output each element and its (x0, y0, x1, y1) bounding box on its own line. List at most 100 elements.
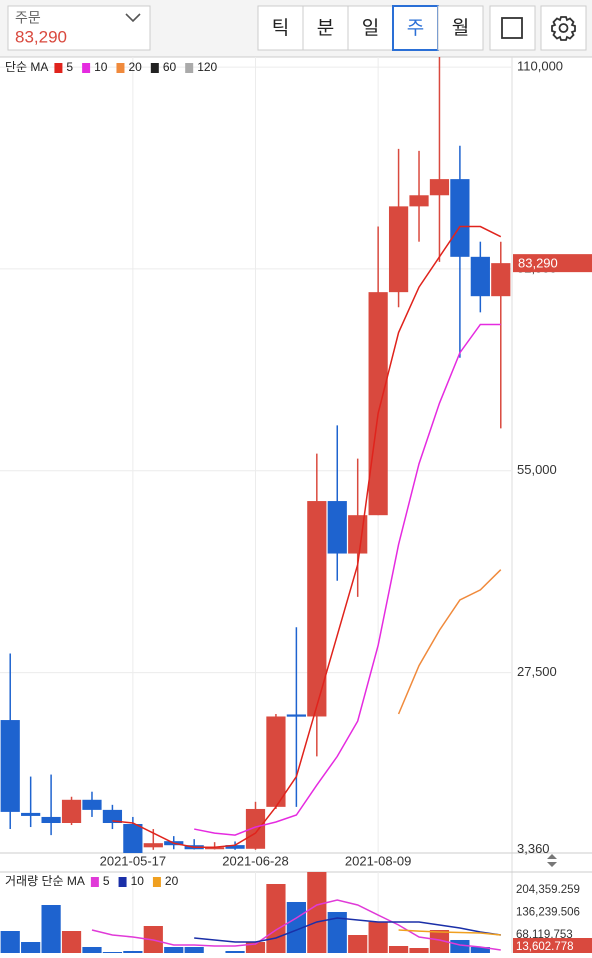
legend-title: 거래량 단순 MA (5, 874, 85, 888)
volume-bar (450, 939, 470, 953)
candle-body (388, 206, 409, 293)
square-icon (501, 17, 523, 39)
order-select[interactable] (7, 5, 151, 51)
x-tick-label: 2021-08-09 (345, 853, 412, 868)
candle-body (205, 847, 225, 850)
layout-button[interactable] (489, 5, 536, 51)
candle-body (0, 720, 20, 812)
gear-icon (551, 16, 576, 41)
candle-body (41, 816, 61, 824)
candle-body (470, 256, 490, 297)
candle-body (143, 843, 163, 848)
legend-swatch (185, 63, 194, 73)
legend-label: 20 (165, 874, 179, 888)
volume-bar (82, 946, 102, 953)
y-tick-label: 3,360 (517, 841, 550, 856)
volume-tag (513, 938, 592, 954)
x-tick-label: 2021-05-17 (100, 853, 167, 868)
legend-swatch (150, 63, 159, 73)
candle-body (61, 799, 82, 824)
order-price: 83,290 (15, 27, 67, 46)
ma-line (194, 323, 501, 836)
volume-bar (225, 950, 245, 953)
ma-line (91, 899, 501, 951)
y-tick-label: 55,000 (517, 462, 557, 477)
legend-swatch (152, 877, 161, 887)
period-tab-label: 틱 (272, 17, 289, 39)
candle-body (450, 179, 470, 257)
candle-body (266, 716, 286, 807)
candle-body (348, 515, 368, 554)
candle-body (245, 808, 266, 849)
price-tag-label: 83,290 (518, 256, 558, 271)
volume-plot (0, 872, 501, 953)
order-label: 주문 (15, 10, 41, 26)
y-tick-label: 204,359.259 (516, 884, 580, 896)
y-tick-label: 27,500 (517, 664, 557, 679)
volume-bar (429, 930, 450, 953)
volume-bar (0, 931, 20, 953)
candle-body (409, 195, 429, 207)
volume-bar (388, 946, 409, 953)
candle-body (123, 824, 143, 853)
candle-body (21, 812, 41, 816)
legend-swatch (90, 877, 99, 887)
period-tab[interactable] (437, 5, 484, 51)
price-plot (0, 57, 511, 853)
period-tab-label: 월 (452, 17, 469, 39)
volume-bar (245, 942, 266, 953)
candle-body (327, 501, 347, 554)
legend-label: 5 (103, 874, 110, 888)
volume-bar (184, 946, 204, 953)
volume-bar (164, 946, 184, 953)
legend-label: 5 (66, 60, 73, 74)
ma-line (112, 225, 502, 848)
legend-label: 120 (197, 60, 217, 74)
legend-label: 10 (94, 60, 108, 74)
legend-label: 60 (163, 60, 177, 74)
volume-bar (409, 948, 429, 953)
period-tab-label: 주 (407, 18, 424, 39)
period-tab-label: 분 (317, 18, 334, 39)
candle-body (225, 845, 245, 849)
legend-swatch (116, 63, 125, 73)
charts: 110,00082,50055,00027,5003,3602021-05-17… (0, 57, 592, 954)
legend-label: 10 (131, 874, 145, 888)
x-tick-label: 2021-06-28 (222, 853, 289, 868)
volume-bar (41, 905, 61, 953)
candle-body (286, 714, 306, 717)
volume-bar (266, 883, 286, 953)
period-tab[interactable] (347, 5, 394, 51)
y-tick-label: 136,239.506 (516, 907, 580, 919)
price-tag (513, 254, 592, 273)
candle-body (491, 263, 511, 297)
volume-bar (21, 942, 41, 953)
period-tab[interactable] (257, 5, 304, 51)
volume-bar (123, 950, 143, 953)
volume-bar (348, 935, 368, 953)
candle-body (368, 292, 388, 516)
settings-button[interactable] (540, 5, 587, 51)
candle-body (307, 501, 327, 717)
volume-tag-label: 13,602.778 (516, 941, 574, 953)
volume-bar (307, 872, 327, 953)
volume-bar (327, 912, 347, 953)
ma-line (194, 917, 501, 943)
y-tick-label: 110,000 (517, 59, 563, 74)
candle-body (102, 809, 123, 824)
volume-bar (102, 951, 123, 953)
period-tab[interactable] (302, 5, 349, 51)
resize-handle[interactable] (547, 854, 557, 867)
legend-swatch (82, 63, 91, 73)
volume-bar (61, 931, 82, 953)
candle-body (429, 179, 450, 196)
ma-line (398, 929, 501, 936)
dropdown-chevron (125, 13, 141, 23)
candle-body (82, 799, 102, 810)
period-tab-label: 일 (362, 17, 379, 39)
volume-bar (368, 921, 388, 953)
legend-swatch (54, 63, 63, 73)
